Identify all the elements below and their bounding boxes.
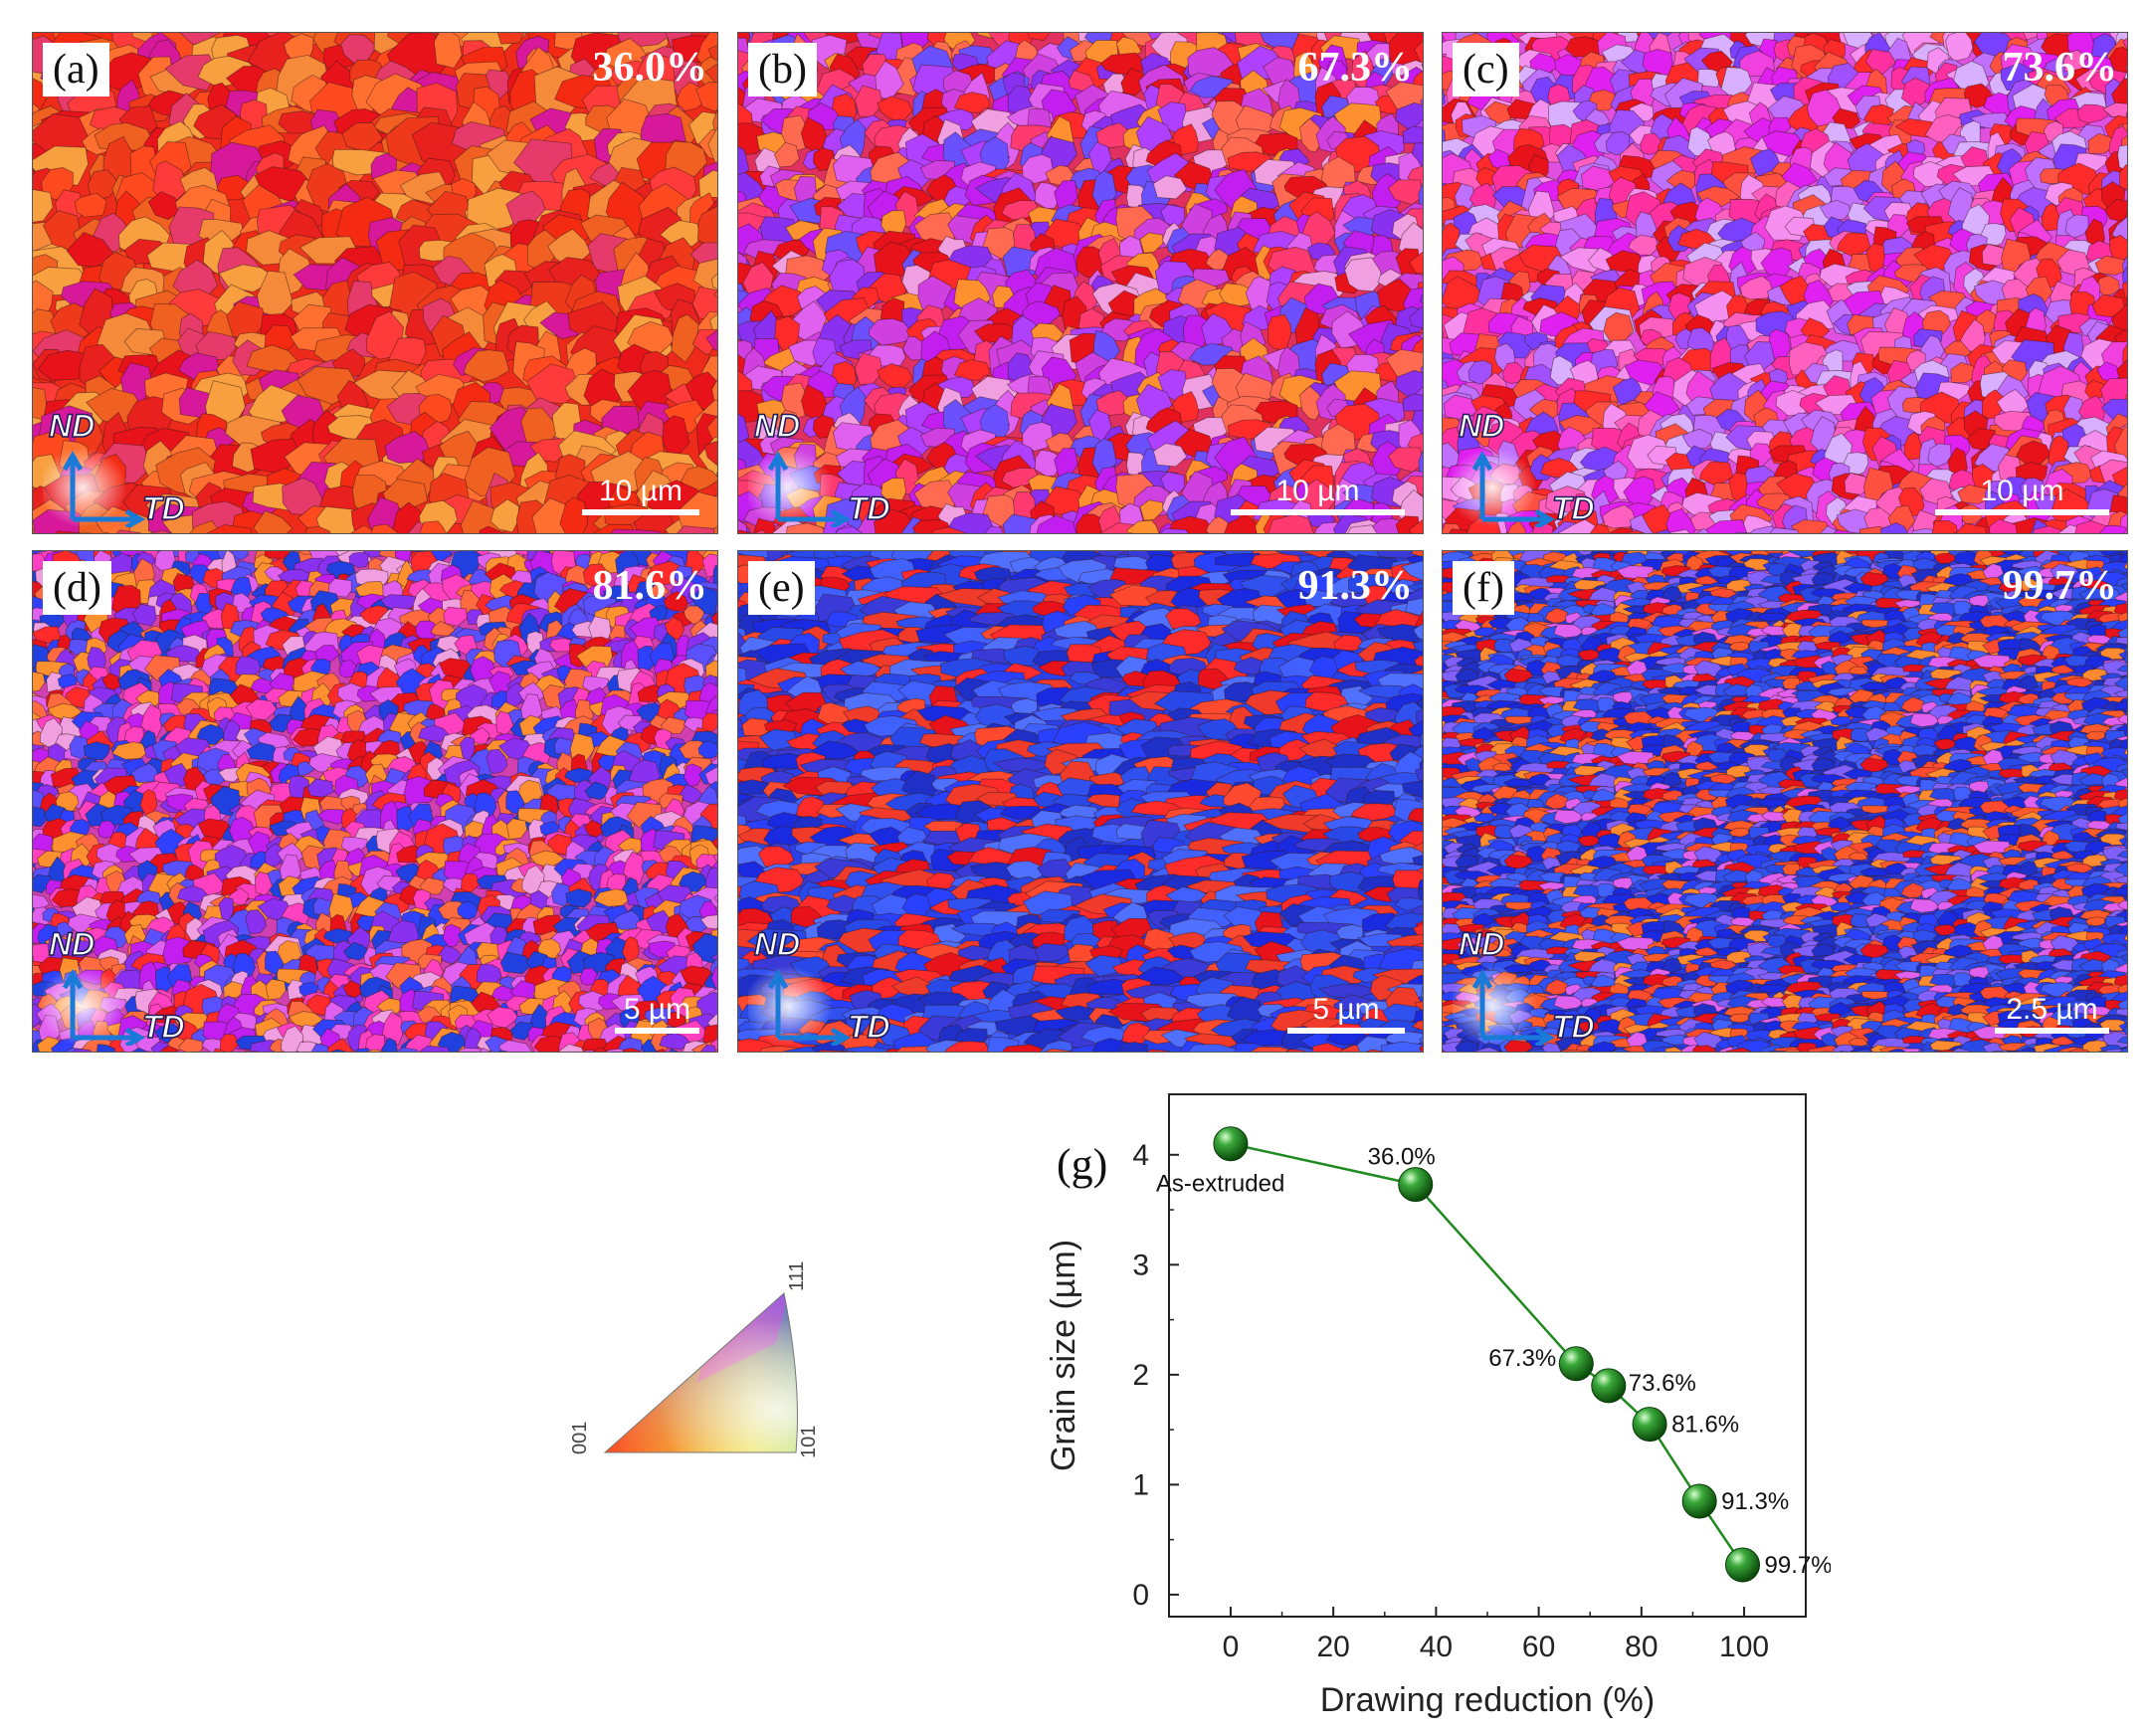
scale-bar-label: 2.5 µm [2006,993,2098,1026]
data-point [1398,1167,1434,1203]
ebsd-panel-c: (c) 73.6% 10 µm ND TD [1442,32,2128,534]
panel-label: (f) [1453,561,1514,615]
sample-axes: ND TD [43,925,212,1046]
x-tick-label: 0 [1223,1631,1240,1663]
x-tick-label: 20 [1316,1631,1349,1663]
y-tick-label: 0 [1132,1579,1149,1612]
ebsd-panel-a: (a) 36.0% 10 µm ND TD [32,32,718,534]
data-point [1558,1346,1594,1382]
axis-arrows-icon [1453,966,1556,1046]
x-tick-label: 60 [1522,1631,1555,1663]
axis-arrows-icon [1453,448,1556,527]
ipf-triangle [603,1292,798,1453]
td-axis-label: TD [847,489,890,527]
scale-bar-line [582,509,699,515]
data-label: 36.0% [1368,1144,1436,1171]
td-axis-label: TD [847,1008,890,1046]
data-point [1632,1407,1667,1443]
reduction-label: 81.6% [592,563,708,609]
ipf-101-label: 101 [798,1425,820,1458]
scale-bar: 10 µm [1935,476,2109,515]
sample-axes: ND TD [1453,925,1622,1046]
ebsd-panel-b: (b) 67.3% 10 µm ND TD [737,32,1424,534]
ebsd-orientation-map [738,551,1423,1052]
data-point [1213,1126,1249,1162]
ipf-color-key: 001 101 111 [567,1224,905,1482]
reduction-label: 36.0% [592,45,708,91]
x-tick-label: 40 [1420,1631,1453,1663]
reduction-label: 99.7% [2002,563,2118,609]
data-label: 81.6% [1671,1412,1739,1439]
panel-label: (e) [748,561,815,615]
nd-axis-label: ND [48,407,96,445]
x-tick-label: 100 [1719,1631,1769,1663]
series-line [1230,1142,1744,1566]
scale-bar-line [1287,1028,1405,1034]
x-tick-label: 80 [1625,1631,1658,1663]
scale-bar: 5 µm [1287,994,1405,1034]
scale-bar-label: 5 µm [623,993,691,1026]
scale-bar-line [615,1028,699,1034]
sample-axes: ND TD [748,925,917,1046]
y-axis-label: Grain size (µm) [1045,1240,1082,1471]
sample-axes: ND TD [1453,407,1622,527]
scale-bar-line [1935,509,2109,515]
td-axis-label: TD [1551,489,1595,527]
scale-bar-line [1995,1028,2109,1034]
y-tick-label: 3 [1132,1249,1149,1281]
td-axis-label: TD [141,1008,185,1046]
ebsd-orientation-map [1443,33,2127,533]
scale-bar: 5 µm [615,994,699,1034]
grain-size-chart: 0 20 40 60 80 100 0 1 2 3 4 Drawing reduction (%) Gr… [1045,1093,1831,1719]
ebsd-panel-f: (f) 99.7% 2.5 µm ND TD [1442,550,2128,1053]
axis-arrows-icon [43,966,146,1046]
y-tick-label: 2 [1132,1359,1149,1392]
chart-panel-label: (g) [1057,1140,1108,1189]
sample-axes: ND TD [748,407,917,527]
ipf-111-label: 111 [786,1260,808,1291]
panel-label: (a) [43,43,109,96]
scale-bar: 10 µm [1231,476,1405,515]
nd-axis-label: ND [753,925,801,963]
nd-axis-label: ND [753,407,801,445]
data-label: As-extruded [1156,1171,1284,1198]
nd-axis-label: ND [1458,925,1505,963]
data-point [1591,1368,1627,1404]
ebsd-panel-e: (e) 91.3% 5 µm ND TD [737,550,1424,1053]
ebsd-orientation-map [33,33,717,533]
data-label: 99.7% [1765,1552,1831,1579]
axis-arrows-icon [748,448,852,527]
y-tick-label: 4 [1132,1139,1149,1172]
data-label: 91.3% [1721,1488,1789,1515]
axis-arrows-icon [748,966,852,1046]
scale-bar: 2.5 µm [1995,994,2109,1034]
td-axis-label: TD [1551,1008,1595,1046]
scale-bar-label: 5 µm [1312,993,1380,1026]
nd-axis-label: ND [48,925,96,963]
x-axis-label: Drawing reduction (%) [1320,1681,1655,1719]
panel-label: (b) [748,43,817,96]
panel-label: (c) [1453,43,1519,96]
scale-bar-label: 10 µm [1275,475,1360,507]
data-point [1681,1483,1717,1519]
reduction-label: 73.6% [2002,45,2118,91]
scale-bar-label: 10 µm [599,475,683,507]
axis-arrows-icon [43,448,146,527]
data-point [1725,1547,1761,1583]
y-tick-label: 1 [1132,1468,1149,1501]
ebsd-panel-d: (d) 81.6% 5 µm ND TD [32,550,718,1053]
reduction-label: 91.3% [1297,563,1414,609]
ipf-001-label: 001 [569,1421,591,1454]
data-label: 67.3% [1488,1345,1556,1372]
data-label: 73.6% [1629,1370,1696,1397]
reduction-label: 67.3% [1297,45,1414,91]
scale-bar: 10 µm [582,476,699,515]
td-axis-label: TD [141,489,185,527]
nd-axis-label: ND [1458,407,1505,445]
sample-axes: ND TD [43,407,212,527]
panel-label: (d) [43,561,111,615]
scale-bar-line [1231,509,1405,515]
scale-bar-label: 10 µm [1980,475,2064,507]
